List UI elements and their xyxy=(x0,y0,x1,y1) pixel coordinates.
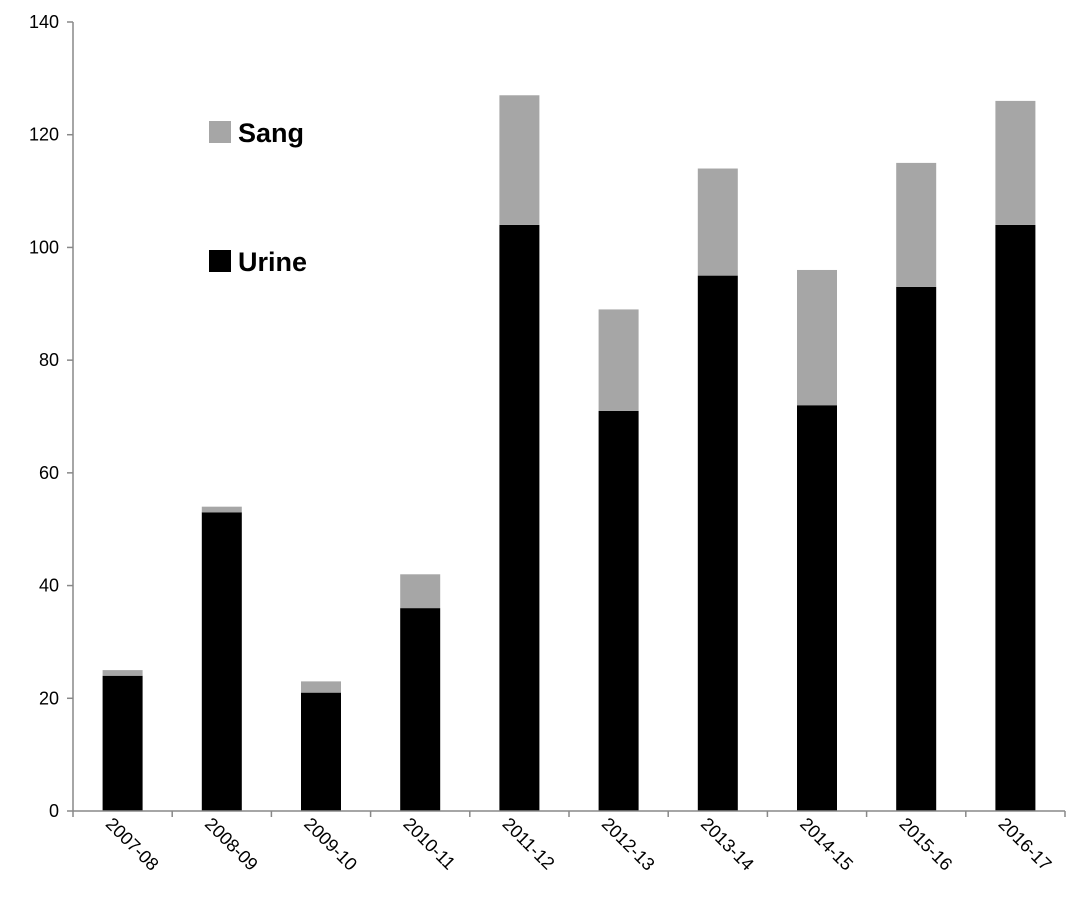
bar-sang-2012-13 xyxy=(598,309,639,411)
x-tick-label: 2015-16 xyxy=(895,814,956,875)
bar-sang-2008-09 xyxy=(201,506,242,513)
legend: Sang Urine xyxy=(209,118,307,277)
bar-urine-2011-12 xyxy=(499,224,540,811)
bar-urine-2012-13 xyxy=(598,410,639,811)
x-tick-label: 2008-09 xyxy=(201,814,262,875)
bar-urine-2010-11 xyxy=(400,608,441,811)
bar-sang-2014-15 xyxy=(797,269,837,406)
legend-label-sang: Sang xyxy=(238,118,304,148)
bar-sang-2011-12 xyxy=(499,95,540,225)
bar-urine-2013-14 xyxy=(697,275,738,811)
y-tick-label: 100 xyxy=(29,237,59,257)
x-tick-label: 2014-15 xyxy=(796,814,857,875)
y-axis-ticks: 0 20 40 60 80 100 120 140 xyxy=(29,12,73,821)
y-tick-label: 140 xyxy=(29,12,59,32)
bar-urine-2009-10 xyxy=(301,692,341,811)
bar-urine-2015-16 xyxy=(896,286,937,812)
bar-sang-2013-14 xyxy=(697,168,738,276)
bar-sang-2016-17 xyxy=(995,100,1036,225)
x-tick-label: 2011-12 xyxy=(499,814,559,874)
x-tick-label: 2009-10 xyxy=(300,814,361,875)
x-tick-label: 2016-17 xyxy=(995,814,1056,875)
bars-layer xyxy=(102,95,1036,812)
y-tick-label: 120 xyxy=(29,125,59,145)
bar-sang-2015-16 xyxy=(896,162,937,287)
bar-urine-2014-15 xyxy=(797,405,837,811)
y-tick-label: 60 xyxy=(39,463,59,483)
y-tick-label: 20 xyxy=(39,688,59,708)
y-tick-label: 0 xyxy=(49,801,59,821)
bar-sang-2009-10 xyxy=(301,681,341,693)
legend-swatch-urine xyxy=(209,250,231,272)
bar-urine-2016-17 xyxy=(995,224,1036,811)
x-tick-label: 2007-08 xyxy=(102,814,163,875)
x-axis-ticks: 2007-08 2008-09 2009-10 2010-11 2011-12 2012-… xyxy=(72,811,1066,875)
x-tick-label: 2013-14 xyxy=(697,814,758,875)
bar-urine-2008-09 xyxy=(201,512,242,811)
y-tick-label: 40 xyxy=(39,576,59,596)
x-tick-label: 2012-13 xyxy=(598,814,659,875)
x-tick-label: 2010-11 xyxy=(399,814,459,874)
bar-sang-2010-11 xyxy=(400,574,441,609)
bar-urine-2007-08 xyxy=(102,675,143,811)
legend-label-urine: Urine xyxy=(238,247,307,277)
legend-swatch-sang xyxy=(209,121,231,143)
y-tick-label: 80 xyxy=(39,350,59,370)
bar-sang-2007-08 xyxy=(102,670,143,676)
